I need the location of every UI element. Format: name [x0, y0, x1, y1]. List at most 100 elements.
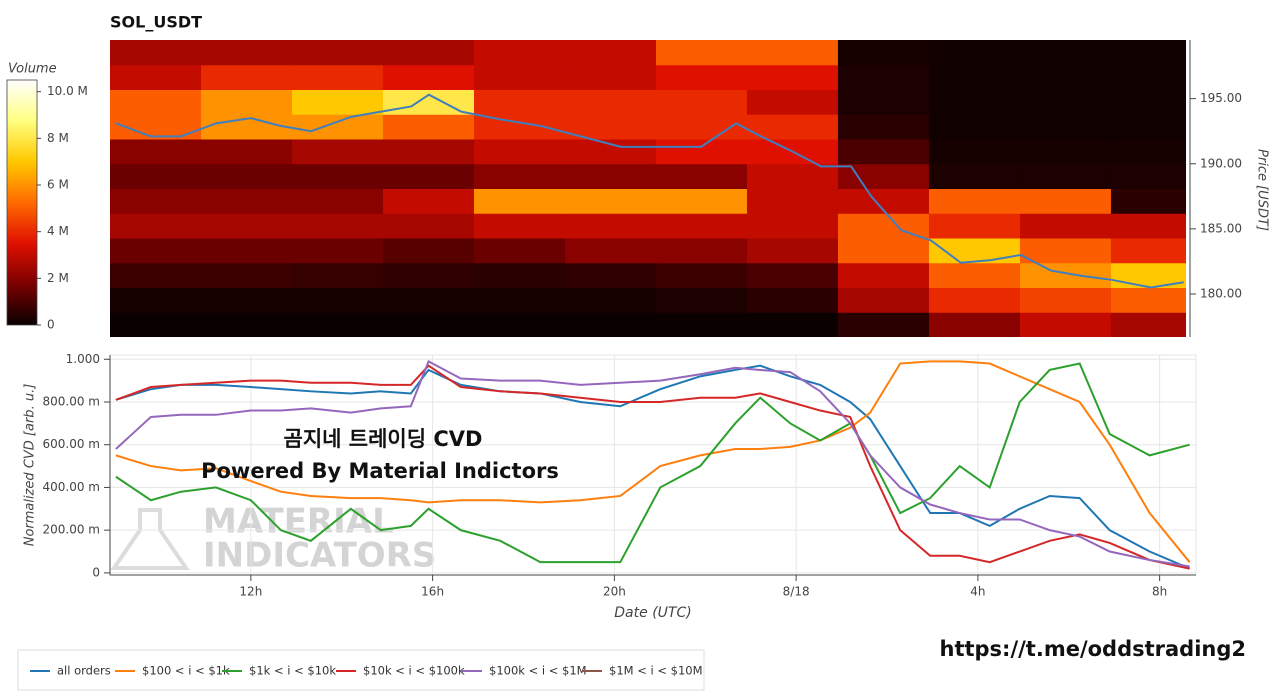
legend-label: $1M < i < $10M	[609, 664, 703, 678]
heatmap-cell	[1110, 238, 1186, 264]
heatmap-cell	[928, 89, 1021, 115]
heatmap-cell	[1019, 213, 1112, 239]
heatmap-cell	[837, 114, 930, 140]
heatmap-cell	[837, 287, 930, 313]
heatmap-cell	[291, 238, 384, 264]
heatmap-cell	[1110, 188, 1186, 214]
heatmap-cell	[564, 89, 657, 115]
y-tick-label: 1.000	[66, 352, 100, 366]
series-line	[115, 360, 1190, 568]
heatmap-cell	[1019, 114, 1112, 140]
heatmap-cell	[837, 238, 930, 264]
heatmap-cell	[928, 40, 1021, 66]
heatmap-cell	[110, 213, 202, 239]
price-line	[115, 93, 1184, 289]
legend-item[interactable]: $100 < i < $1k	[115, 664, 230, 678]
heatmap-cell	[291, 262, 384, 288]
colorbar-title: Volume	[8, 62, 57, 77]
y-tick-label: 800.00 m	[43, 394, 101, 408]
heatmap-cell	[746, 213, 839, 239]
legend-item[interactable]: $1k < i < $10k	[222, 664, 336, 678]
series-line	[115, 364, 1190, 570]
heatmap-cell	[746, 89, 839, 115]
heatmap-cell	[746, 287, 839, 313]
heatmap-cell	[473, 139, 566, 165]
heatmap-cell	[928, 287, 1021, 313]
x-axis-title: Date (UTC)	[614, 605, 691, 621]
heatmap-cell	[382, 188, 475, 214]
heatmap-cell	[837, 139, 930, 165]
colorbar-tick-label: 6 M	[47, 178, 69, 192]
heatmap-cell	[200, 213, 293, 239]
heatmap-cell	[291, 213, 384, 239]
heatmap-cell	[1110, 139, 1186, 165]
heatmap-cell	[928, 312, 1021, 337]
heatmap-cell	[1110, 287, 1186, 313]
legend-item[interactable]: $100k < i < $1M	[462, 664, 587, 678]
legend-item[interactable]: all orders	[30, 664, 111, 678]
heatmap-cell	[200, 287, 293, 313]
x-tick-label: 8/18	[783, 585, 810, 599]
heatmap-cell	[655, 139, 748, 165]
heatmap-cell	[200, 64, 293, 90]
heatmap-cell	[382, 139, 475, 165]
heatmap-cell	[200, 312, 293, 337]
heatmap-cell	[746, 114, 839, 140]
heatmap-cell	[564, 287, 657, 313]
heatmap-cell	[473, 238, 566, 264]
heatmap-cell	[564, 312, 657, 337]
heatmap-cell	[382, 287, 475, 313]
legend-label: all orders	[57, 664, 111, 678]
legend-item[interactable]: $10k < i < $100k	[336, 664, 465, 678]
heatmap-cell	[473, 163, 566, 189]
heatmap-cell	[382, 238, 475, 264]
x-tick-label: 12h	[239, 585, 262, 599]
heatmap-cell	[1019, 163, 1112, 189]
heatmap-cell	[473, 89, 566, 115]
heatmap-cell	[473, 213, 566, 239]
heatmap-cell	[291, 89, 384, 115]
heatmap-cell	[928, 262, 1021, 288]
heatmap-cell	[382, 64, 475, 90]
heatmap-cell	[1110, 89, 1186, 115]
heatmap-cell	[382, 163, 475, 189]
heatmap-cell	[382, 114, 475, 140]
heatmap-cell	[291, 114, 384, 140]
heatmap-cell	[837, 312, 930, 337]
legend-label: $1k < i < $10k	[249, 664, 336, 678]
link-text[interactable]: https://t.me/oddstrading2	[940, 637, 1247, 661]
heatmap-cell	[110, 40, 202, 66]
watermark-text: INDICATORS	[203, 536, 436, 576]
heatmap-cell	[291, 287, 384, 313]
heatmap-cell	[200, 40, 293, 66]
heatmap-cell	[1019, 287, 1112, 313]
heatmap-cell	[110, 89, 202, 115]
heatmap-cell	[655, 114, 748, 140]
chart-title: SOL_USDT	[110, 13, 202, 32]
heatmap-cell	[928, 64, 1021, 90]
heatmap-cell	[382, 213, 475, 239]
heatmap-cell	[200, 188, 293, 214]
heatmap-cell	[110, 287, 202, 313]
annotation: 곰지네 트레이딩 CVD	[284, 427, 483, 451]
colorbar-tick-label: 8 M	[47, 131, 69, 145]
heatmap-cell	[928, 163, 1021, 189]
heatmap-cell	[1110, 64, 1186, 90]
heatmap-cell	[655, 238, 748, 264]
heatmap-cell	[291, 163, 384, 189]
x-tick-label: 8h	[1152, 585, 1167, 599]
heatmap-cell	[1110, 213, 1186, 239]
heatmap-cell	[837, 262, 930, 288]
heatmap-cell	[746, 40, 839, 66]
heatmap-cell	[655, 40, 748, 66]
heatmap-cell	[473, 64, 566, 90]
legend-item[interactable]: $1M < i < $10M	[582, 664, 703, 678]
heatmap-cell	[473, 312, 566, 337]
heatmap-cell	[1110, 312, 1186, 337]
legend-label: $100k < i < $1M	[489, 664, 587, 678]
heatmap-cell	[200, 163, 293, 189]
heatmap-cell	[655, 287, 748, 313]
heatmap-cell	[1019, 64, 1112, 90]
y-axis-title: Normalized CVD [arb. u.]	[23, 384, 38, 547]
